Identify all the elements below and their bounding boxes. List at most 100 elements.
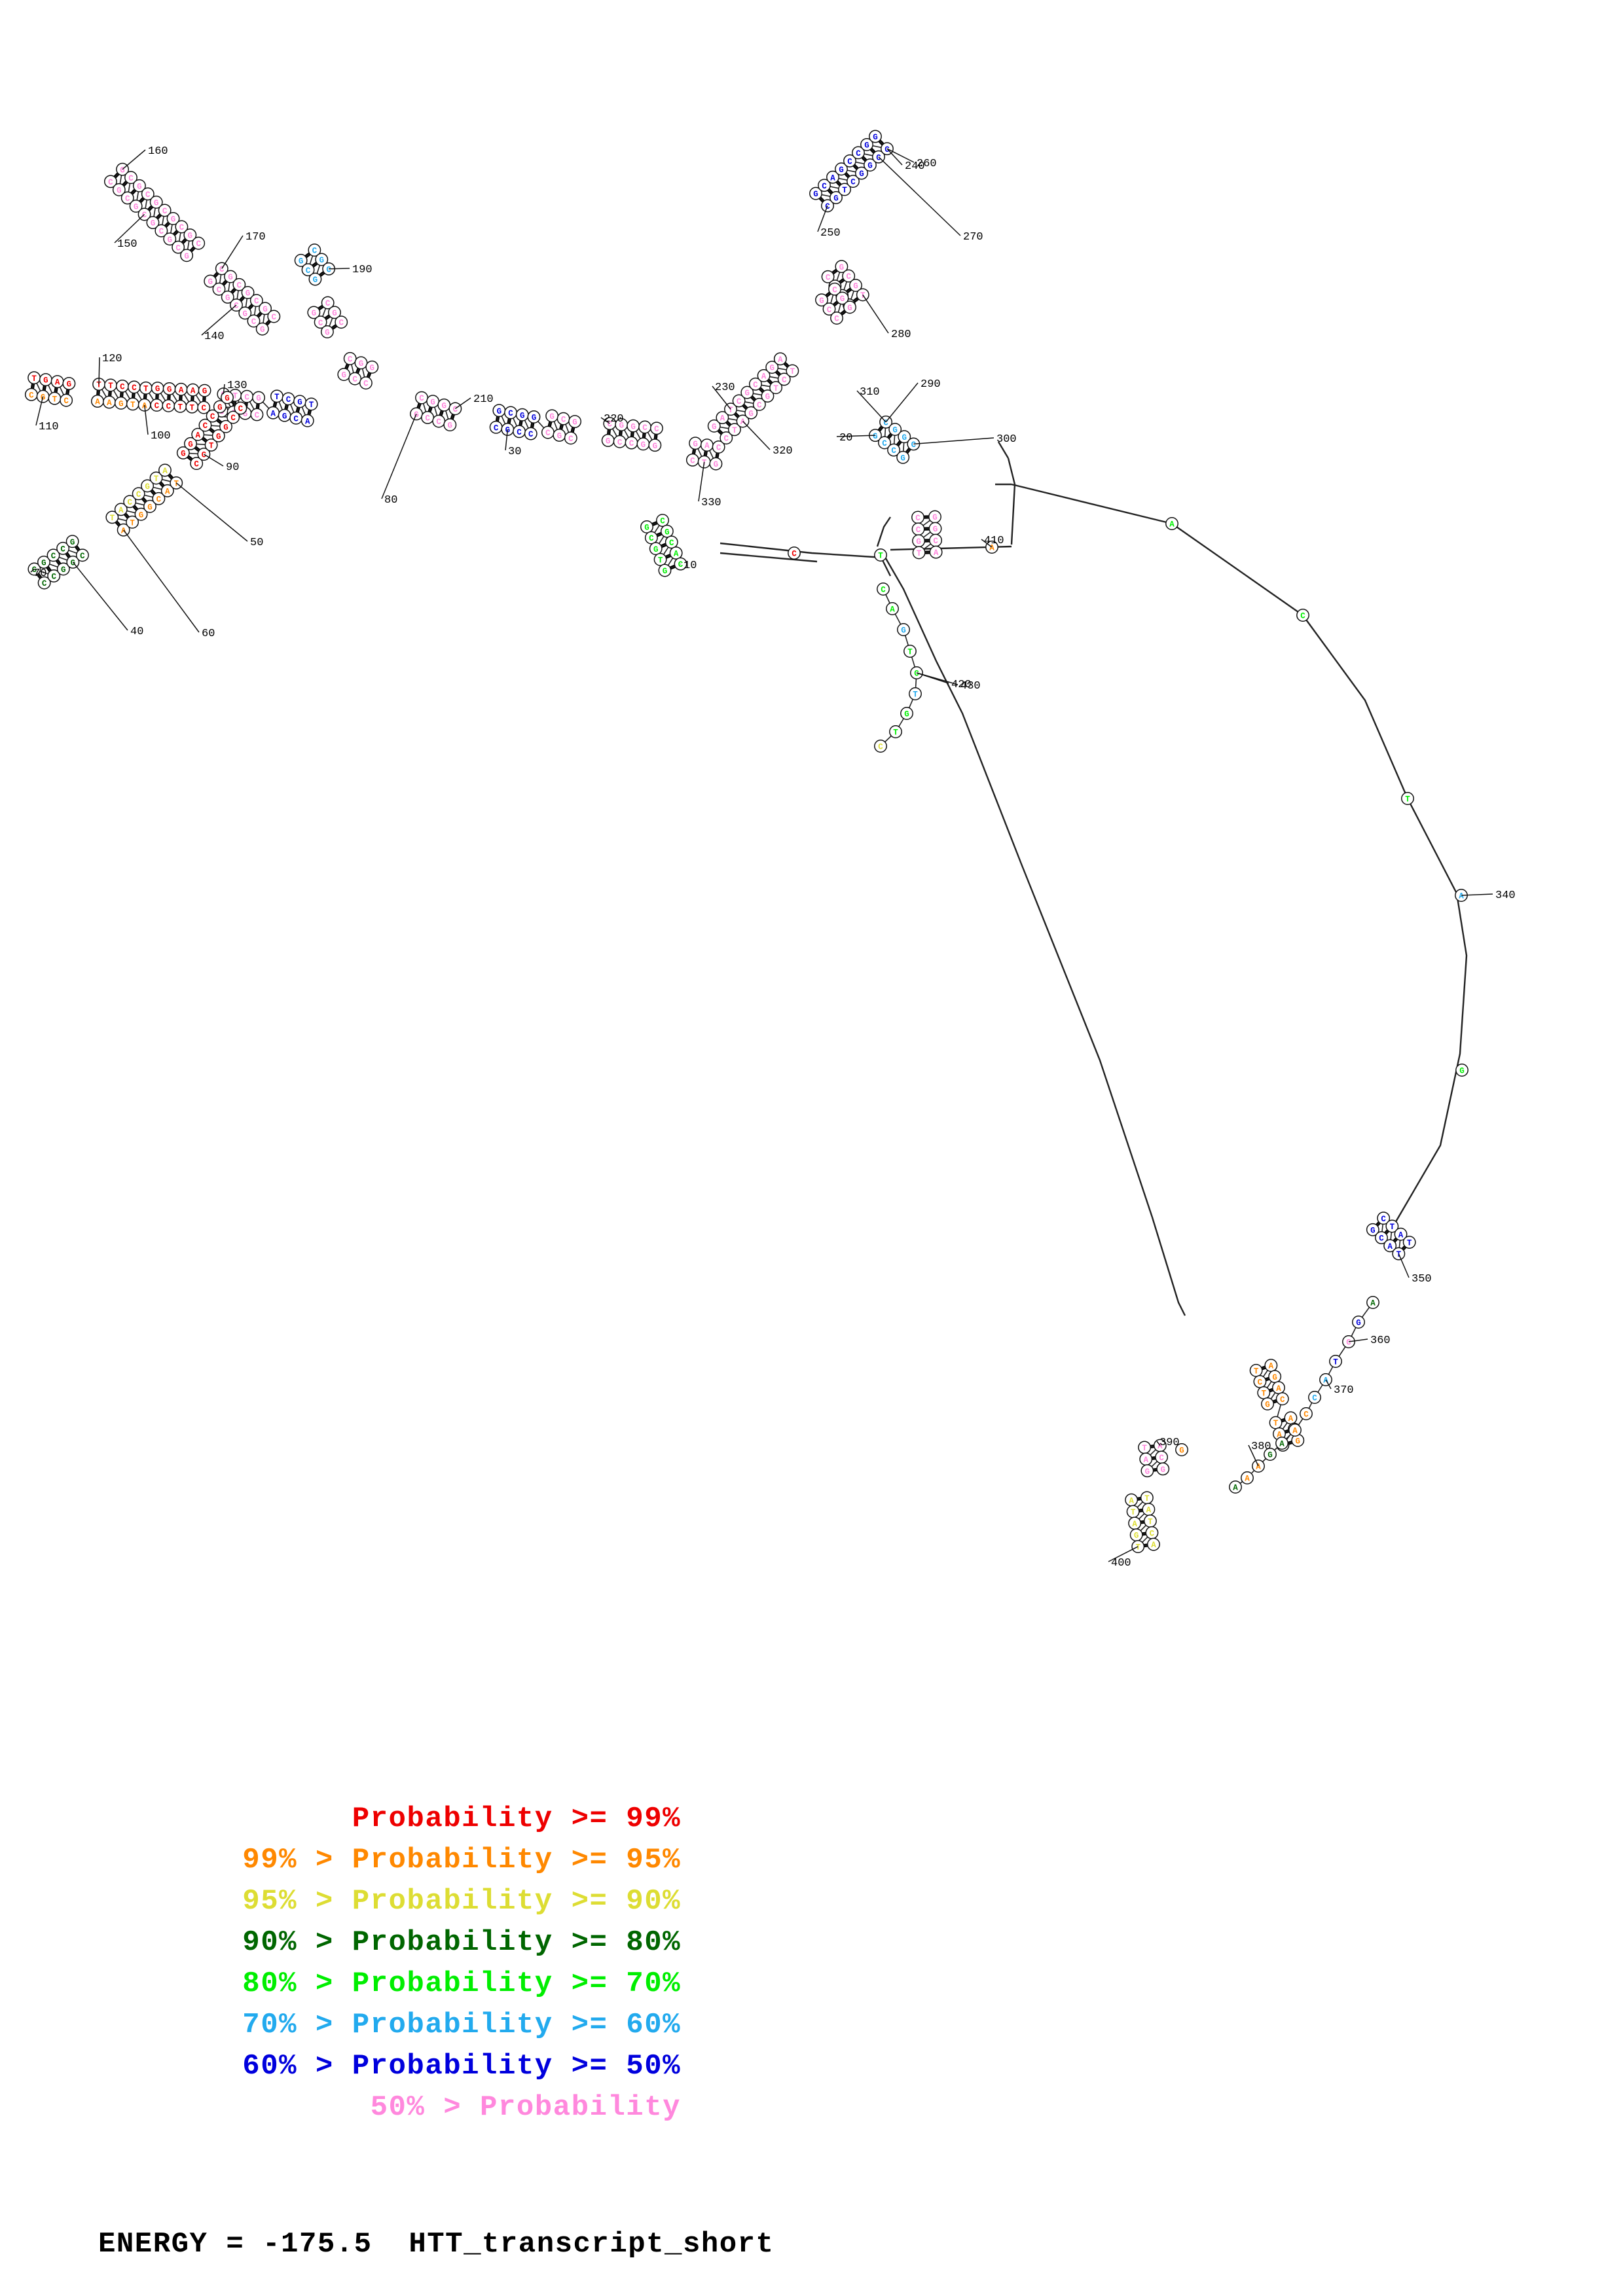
- nucleotide: G: [146, 216, 160, 230]
- nucleotide-letter: A: [1233, 1484, 1238, 1493]
- nucleotide: C: [162, 399, 175, 412]
- nucleotide: T: [903, 645, 917, 658]
- nucleotide-letter: C: [237, 281, 242, 290]
- position-label: 360: [1370, 1335, 1391, 1347]
- nucleotide: G: [928, 510, 941, 524]
- nucleotide: C: [852, 146, 865, 160]
- nucleotide: C: [685, 453, 699, 467]
- nucleotide: C: [314, 315, 327, 329]
- nucleotide-letter: A: [179, 386, 184, 395]
- nucleotide: C: [842, 269, 856, 283]
- nucleotide: C: [212, 282, 226, 296]
- nucleotide: C: [175, 220, 189, 234]
- nucleotide-letter: A: [740, 418, 746, 427]
- nucleotide: G: [660, 524, 674, 538]
- nucleotide: C: [665, 535, 678, 549]
- nucleotide-letter: C: [847, 157, 852, 166]
- nucleotide: A: [1394, 1227, 1408, 1241]
- nucleotide-letter: T: [1142, 1444, 1147, 1453]
- backbone-segment: [203, 454, 224, 467]
- nucleotide: T: [1402, 1236, 1416, 1249]
- position-label: 90: [226, 461, 239, 474]
- nucleotide: C: [524, 427, 538, 440]
- nucleotide-letter: T: [130, 401, 136, 410]
- nucleotide: C: [1155, 1450, 1169, 1464]
- nucleotide: G: [129, 200, 143, 213]
- nucleotide: T: [697, 455, 711, 469]
- nucleotide-letter: G: [839, 263, 845, 272]
- nucleotide: C: [37, 576, 51, 590]
- position-label: 170: [246, 231, 266, 243]
- nucleotide: C: [115, 379, 129, 393]
- nucleotide: T: [1140, 1491, 1154, 1505]
- nucleotide: G: [241, 286, 255, 299]
- nucleotide: G: [166, 212, 180, 225]
- nucleotide: C: [343, 351, 357, 365]
- nucleotide-letter: G: [902, 433, 907, 442]
- nucleotide-letter: G: [1160, 1465, 1165, 1475]
- nucleotide: C: [878, 436, 891, 450]
- nucleotide: T: [838, 183, 851, 196]
- nucleotide-letter: C: [1280, 1395, 1285, 1405]
- nucleotide: C: [141, 187, 155, 201]
- nucleotide: C: [47, 569, 61, 583]
- nucleotide-letter: A: [989, 544, 994, 553]
- nucleotide: C: [843, 154, 856, 168]
- nucleotide-letter: C: [318, 319, 323, 328]
- nucleotide-letter: C: [1159, 1454, 1164, 1463]
- nucleotide: C: [1253, 1374, 1267, 1388]
- nucleotide: G: [112, 183, 126, 196]
- nucleotide: C: [321, 296, 335, 310]
- nucleotide: G: [835, 162, 848, 176]
- nucleotide-letter: C: [678, 560, 684, 569]
- nucleotide: G: [761, 389, 775, 403]
- nucleotide: A: [160, 484, 174, 497]
- nucleotide-letter: G: [134, 203, 139, 212]
- nucleotide-letter: C: [254, 297, 259, 306]
- nucleotide-letter: G: [630, 422, 636, 431]
- nucleotide: C: [234, 401, 247, 415]
- nucleotide-letter: C: [325, 299, 331, 308]
- backbone-segment: [123, 529, 200, 633]
- nucleotide-letter: A: [1292, 1427, 1298, 1436]
- nucleotide-letter: G: [243, 410, 248, 419]
- nucleotide-letter: T: [658, 556, 663, 565]
- nucleotide-letter: G: [497, 407, 502, 416]
- nucleotide-letter: C: [881, 586, 886, 595]
- nucleotide: A: [757, 369, 771, 382]
- nucleotide-letter: G: [168, 236, 173, 245]
- nucleotide: G: [320, 325, 334, 338]
- nucleotide: C: [830, 312, 843, 325]
- nucleotide-letter: A: [191, 386, 196, 395]
- nucleotide-letter: G: [900, 454, 905, 463]
- nucleotide-letter: G: [748, 409, 754, 418]
- nucleotide-letter: C: [1379, 1234, 1384, 1244]
- nucleotide: C: [649, 422, 663, 435]
- nucleotide-letter: T: [309, 401, 314, 410]
- nucleotide: C: [75, 548, 89, 562]
- nucleotide-letter: C: [238, 404, 244, 414]
- nucleotide: C: [656, 514, 669, 527]
- nucleotide-letter: C: [120, 383, 125, 392]
- nucleotide: C: [150, 399, 164, 412]
- nucleotide-letter: C: [255, 411, 260, 420]
- nucleotide-letter: A: [778, 355, 783, 365]
- nucleotide-letter: C: [244, 393, 249, 402]
- nucleotide: G: [640, 520, 653, 533]
- nucleotide-letter: C: [219, 265, 225, 274]
- nucleotide-letter: G: [137, 182, 142, 191]
- nucleotide: C: [198, 418, 212, 432]
- nucleotide-letter: C: [80, 552, 85, 561]
- nucleotide-letter: C: [51, 573, 56, 582]
- backbone-lines: [720, 441, 1468, 1316]
- nucleotide-letter: T: [917, 549, 922, 558]
- backbone-segment: [223, 384, 225, 395]
- nucleotide-letter: C: [175, 243, 181, 253]
- nucleotide-letter: G: [1265, 1401, 1270, 1410]
- nucleotide-letter: C: [203, 422, 208, 431]
- nucleotide: C: [874, 740, 887, 753]
- nucleotide-letter: G: [299, 257, 304, 266]
- nucleotide: C: [504, 406, 518, 420]
- nucleotide: C: [282, 392, 295, 406]
- nucleotide: G: [849, 279, 862, 292]
